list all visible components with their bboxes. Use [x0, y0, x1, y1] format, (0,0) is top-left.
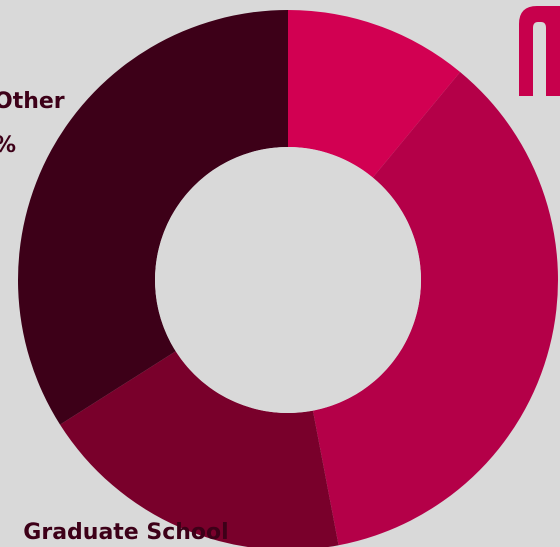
- brand-logo-icon: [519, 6, 560, 96]
- label-other: Other: [0, 89, 65, 114]
- donut-slice-1: [288, 10, 461, 178]
- donut-slices: [18, 10, 558, 547]
- donut-slice-3: [60, 351, 339, 547]
- donut-slice-4: [18, 10, 289, 425]
- donut-slice-2: [312, 71, 558, 546]
- donut-hole: [155, 147, 421, 413]
- label-graduate-school: Graduate School: [23, 520, 228, 545]
- label-other-value: %: [0, 133, 16, 158]
